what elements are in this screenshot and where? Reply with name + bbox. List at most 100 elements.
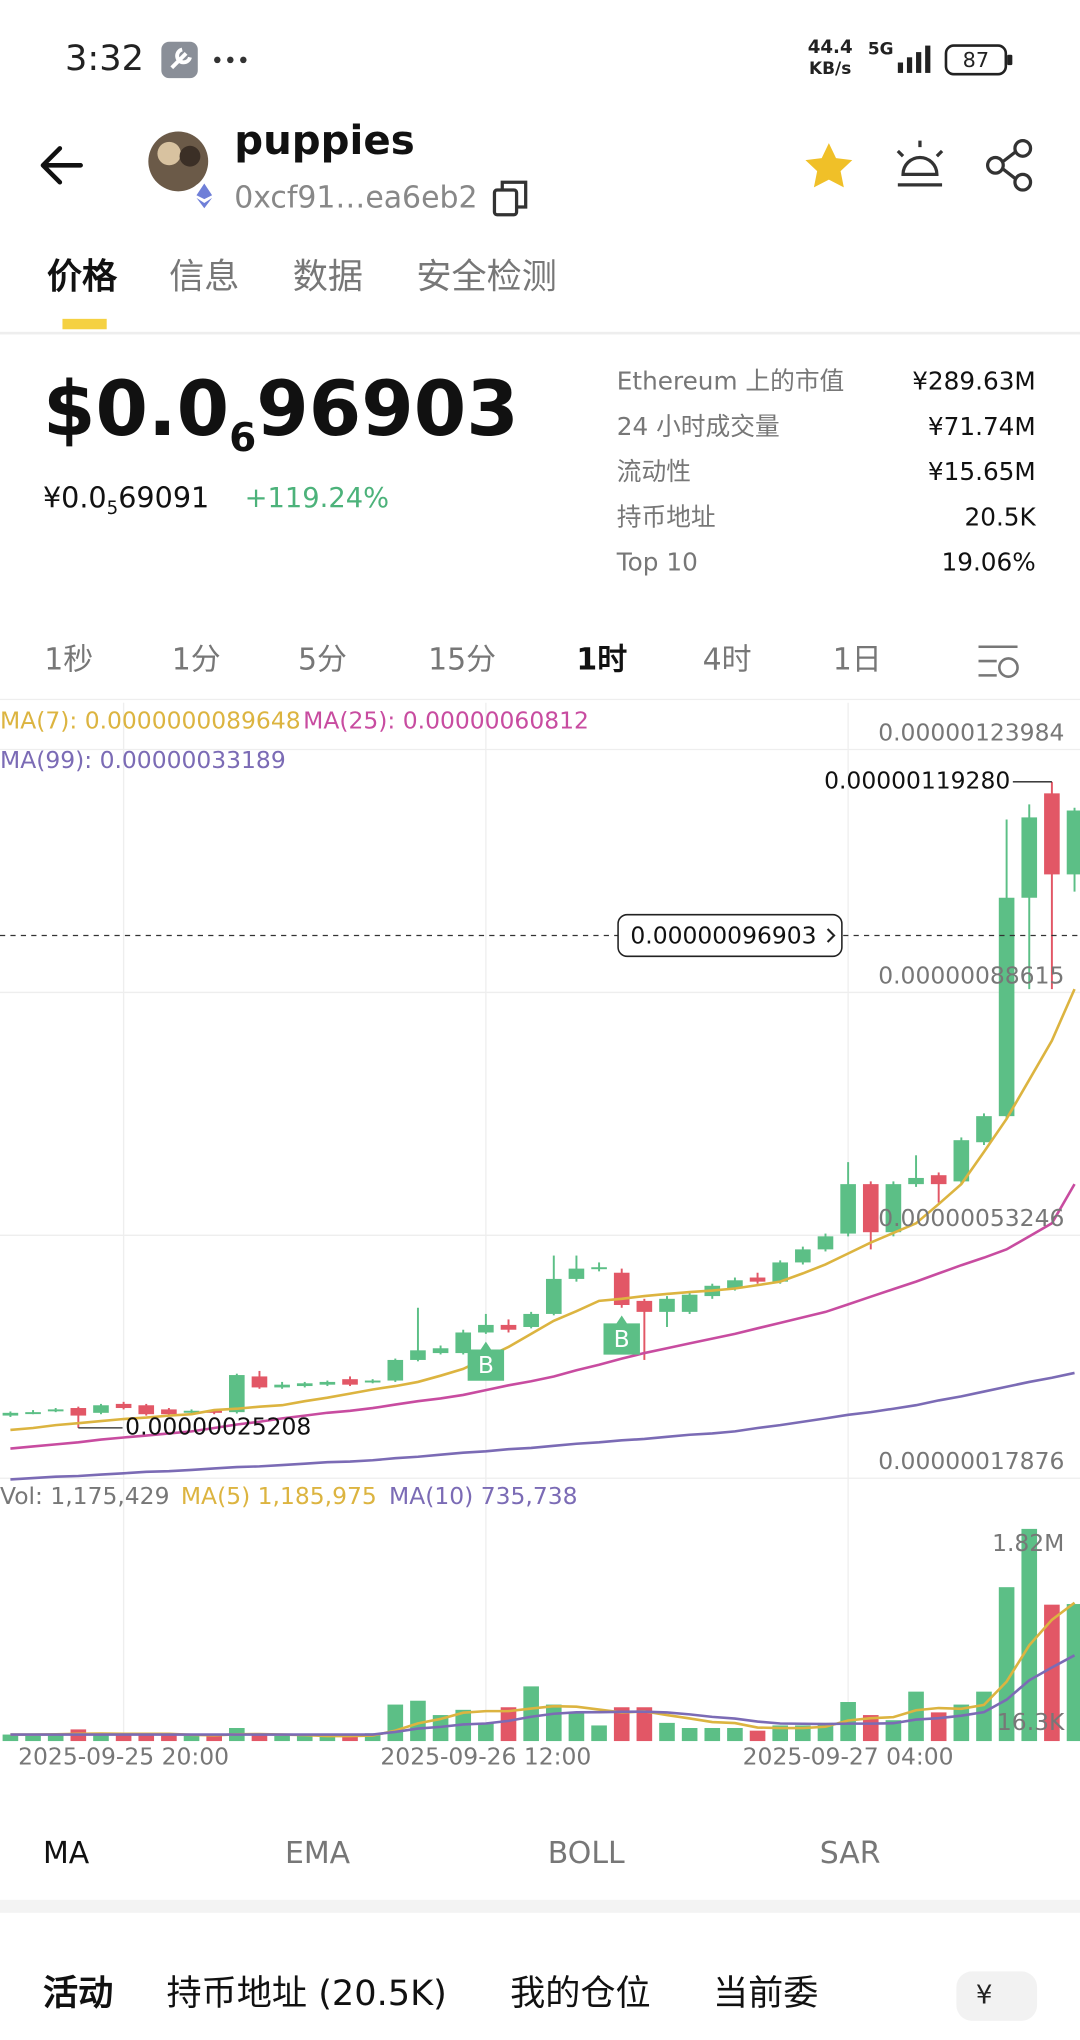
stat-value: ¥15.65M [928, 457, 1036, 486]
back-button[interactable] [40, 146, 83, 185]
candle-body [817, 1236, 834, 1250]
volume-bar [296, 1735, 313, 1742]
active-tab-indicator [62, 318, 107, 330]
divider [0, 698, 1080, 701]
volume-bar [500, 1707, 517, 1742]
bottom-tab[interactable]: 持币地址 (20.5K) [167, 1973, 447, 2014]
divider [0, 331, 1080, 335]
candle-body [432, 1348, 449, 1354]
volume-bar [1066, 1604, 1080, 1742]
tab[interactable]: 信息 [169, 257, 239, 298]
token-avatar [148, 131, 209, 192]
volume-bar [2, 1734, 19, 1742]
candle-body [523, 1313, 539, 1327]
indicator-bar: MA EMA BOLL SAR [43, 1836, 881, 1871]
alert-button[interactable] [896, 140, 944, 187]
volume-bar [591, 1725, 607, 1742]
volume-bar [93, 1733, 109, 1742]
candle-body [545, 1278, 562, 1314]
volume-bar [206, 1734, 222, 1742]
volume-bar [274, 1735, 290, 1742]
x-tick-label: 2025-09-26 12:00 [380, 1742, 591, 1770]
tab[interactable]: 数据 [293, 257, 363, 298]
stat-value: 20.5K [965, 502, 1037, 531]
candle-body [727, 1280, 743, 1289]
interval-tab[interactable]: 1分 [172, 643, 221, 678]
cny-digits: 69091 [118, 481, 209, 515]
bottom-tab-bar: 活动 持币地址 (20.5K) 我的仓位 当前委 [43, 1973, 819, 2014]
volume-bar [523, 1686, 539, 1742]
interval-tab[interactable]: 5分 [298, 643, 347, 678]
last-price-label[interactable]: 0.00000096903 [630, 921, 816, 949]
interval-tab[interactable]: 15分 [428, 643, 496, 678]
net-speed: 44.4 [808, 37, 853, 58]
signal-bars [897, 45, 931, 73]
battery-tip [1007, 54, 1013, 66]
indicator-tab[interactable]: BOLL [548, 1836, 625, 1871]
currency-label[interactable]: ¥ [976, 1981, 993, 2011]
candle-body [681, 1294, 698, 1312]
tab[interactable]: 价格 [47, 257, 118, 298]
candle-body [568, 1268, 585, 1279]
bottom-tab[interactable]: 活动 [43, 1973, 113, 2014]
volume-bar [410, 1700, 426, 1742]
volume-bar [568, 1712, 585, 1742]
volume-bar [319, 1735, 336, 1742]
bottom-tab[interactable]: 我的仓位 [510, 1973, 651, 2014]
candle-body [478, 1324, 494, 1333]
price-cny: ¥0.0569091 [43, 481, 209, 519]
volume-bar [749, 1730, 766, 1742]
candle-body [953, 1140, 970, 1182]
x-tick-label: 2025-09-25 20:00 [18, 1742, 229, 1770]
copy-button[interactable] [492, 180, 528, 217]
indicator-tab[interactable]: MA [43, 1836, 90, 1871]
interval-tab[interactable]: 4时 [703, 643, 752, 678]
currency-button[interactable] [956, 1971, 1038, 2021]
stats-table: Ethereum 上的市值 ¥289.63M 24 小时成交量 ¥71.74M 流动性 ¥… [616, 367, 1037, 577]
volume-bar [387, 1704, 404, 1742]
ma-line [10, 1371, 1075, 1481]
interval-tab[interactable]: 1日 [833, 643, 882, 678]
volume-bar [545, 1704, 562, 1742]
interval-tab[interactable]: 1时 [576, 643, 627, 678]
token-name: puppies [234, 117, 415, 164]
volume-bar [636, 1707, 653, 1742]
candle-body [659, 1298, 675, 1312]
volume-bar [364, 1733, 381, 1742]
bottom-tab[interactable]: 当前委 [713, 1973, 818, 2014]
favorite-star[interactable] [805, 143, 853, 188]
chart-settings[interactable] [978, 645, 1019, 678]
candle-body [251, 1376, 268, 1388]
token-address: 0xcf91…ea6eb2 [234, 181, 477, 216]
volume-bar [862, 1715, 879, 1742]
candle-body [25, 1412, 41, 1415]
candle-body [274, 1384, 290, 1388]
last-price-box[interactable] [617, 913, 843, 958]
volume-tick-label: 16.3K [997, 1708, 1065, 1736]
volume-tick-label: 1.82M [992, 1529, 1064, 1557]
stat-label: 持币地址 [617, 502, 716, 531]
stat-label: Top 10 [616, 548, 698, 577]
candle-body [1044, 793, 1060, 875]
ma-line [10, 988, 1076, 1432]
candle-body [908, 1177, 924, 1185]
candle-body [2, 1412, 19, 1416]
volume-bar [613, 1707, 630, 1742]
indicator-tab[interactable]: EMA [285, 1836, 351, 1871]
stat-value: 19.06% [941, 548, 1035, 577]
status-time: 3:32 [65, 38, 144, 79]
tab[interactable]: 安全检测 [416, 257, 557, 298]
trade-marker-label: B [614, 1325, 630, 1353]
indicator-tab[interactable]: SAR [820, 1836, 881, 1871]
candle-body [115, 1403, 132, 1409]
candle-body [387, 1359, 404, 1381]
trade-marker [467, 1341, 505, 1381]
share-button[interactable] [985, 138, 1033, 192]
avatar-detail [179, 145, 201, 167]
y-tick-label: 0.00000088615 [878, 961, 1064, 989]
high-marker-label: 0.00000119280 [824, 766, 1010, 794]
interval-tab[interactable]: 1秒 [44, 643, 93, 678]
volume-bar [908, 1691, 924, 1742]
volume-bar [138, 1734, 155, 1742]
candle-body [1021, 817, 1038, 898]
